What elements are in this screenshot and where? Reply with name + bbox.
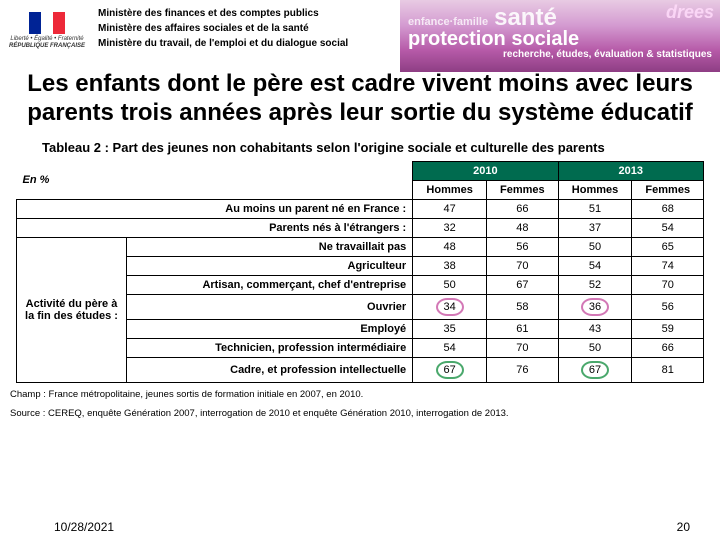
row-label: Parents nés à l'étrangers : <box>17 218 413 237</box>
cell-value: 47 <box>413 199 487 218</box>
row-label: Technicien, profession intermédiaire <box>127 338 413 357</box>
flag-icon <box>29 12 65 34</box>
drees-logo: drees <box>666 2 714 23</box>
cell-value: 68 <box>632 199 704 218</box>
footer-date: 10/28/2021 <box>54 520 114 534</box>
row-label: Artisan, commerçant, chef d'entreprise <box>127 275 413 294</box>
col-femmes-2010: Femmes <box>487 180 558 199</box>
logo-republique-francaise: Liberté • Égalité • Fraternité RÉPUBLIQU… <box>6 4 88 58</box>
cell-value: 54 <box>558 256 632 275</box>
cell-value: 37 <box>558 218 632 237</box>
col-hommes-2013: Hommes <box>558 180 632 199</box>
logo-name: RÉPUBLIQUE FRANÇAISE <box>9 43 85 50</box>
cell-value: 50 <box>413 275 487 294</box>
table-caption: Tableau 2 : Part des jeunes non cohabita… <box>0 136 720 161</box>
cell-value: 70 <box>487 338 558 357</box>
cell-value: 50 <box>558 237 632 256</box>
col-hommes-2010: Hommes <box>413 180 487 199</box>
slide-title: Les enfants dont le père est cadre viven… <box>0 68 720 136</box>
unit-label: En % <box>17 161 413 199</box>
cell-value: 36 <box>558 294 632 319</box>
year-2010: 2010 <box>413 161 558 180</box>
footnote-champ: Champ : France métropolitaine, jeunes so… <box>0 383 720 402</box>
section2-title: Activité du père à la fin des études : <box>17 237 127 383</box>
cell-value: 34 <box>413 294 487 319</box>
cell-value: 38 <box>413 256 487 275</box>
cell-value: 70 <box>487 256 558 275</box>
cell-value: 66 <box>632 338 704 357</box>
row-label: Ne travaillait pas <box>127 237 413 256</box>
cell-value: 67 <box>487 275 558 294</box>
cell-value: 81 <box>632 357 704 382</box>
row-label: Employé <box>127 319 413 338</box>
header-bar: Liberté • Égalité • Fraternité RÉPUBLIQU… <box>0 0 720 68</box>
cell-value: 54 <box>413 338 487 357</box>
cell-value: 35 <box>413 319 487 338</box>
data-table: En % 2010 2013 Hommes Femmes Hommes Femm… <box>16 161 704 384</box>
banner-sante: santé <box>494 4 557 32</box>
row-label: Cadre, et profession intellectuelle <box>127 357 413 382</box>
cell-value: 61 <box>487 319 558 338</box>
cell-value: 32 <box>413 218 487 237</box>
drees-banner: drees enfance·famille santé protection s… <box>400 0 720 72</box>
logo-motto: Liberté • Égalité • Fraternité <box>10 36 83 43</box>
cell-value: 54 <box>632 218 704 237</box>
footer-bar: 10/28/2021 20 <box>0 514 720 540</box>
cell-value: 70 <box>632 275 704 294</box>
year-2013: 2013 <box>558 161 703 180</box>
cell-value: 56 <box>487 237 558 256</box>
cell-value: 48 <box>487 218 558 237</box>
cell-value: 65 <box>632 237 704 256</box>
cell-value: 48 <box>413 237 487 256</box>
cell-value: 67 <box>413 357 487 382</box>
cell-value: 67 <box>558 357 632 382</box>
cell-value: 52 <box>558 275 632 294</box>
cell-value: 58 <box>487 294 558 319</box>
cell-value: 43 <box>558 319 632 338</box>
banner-protection: protection sociale <box>408 28 712 51</box>
cell-value: 50 <box>558 338 632 357</box>
footnote-source: Source : CEREQ, enquête Génération 2007,… <box>0 402 720 421</box>
footer-page: 20 <box>677 520 690 534</box>
cell-value: 56 <box>632 294 704 319</box>
col-femmes-2013: Femmes <box>632 180 704 199</box>
row-label: Ouvrier <box>127 294 413 319</box>
cell-value: 59 <box>632 319 704 338</box>
cell-value: 76 <box>487 357 558 382</box>
cell-value: 51 <box>558 199 632 218</box>
banner-small: enfance·famille <box>408 16 488 28</box>
row-label: Au moins un parent né en France : <box>17 199 413 218</box>
cell-value: 74 <box>632 256 704 275</box>
cell-value: 66 <box>487 199 558 218</box>
row-label: Agriculteur <box>127 256 413 275</box>
